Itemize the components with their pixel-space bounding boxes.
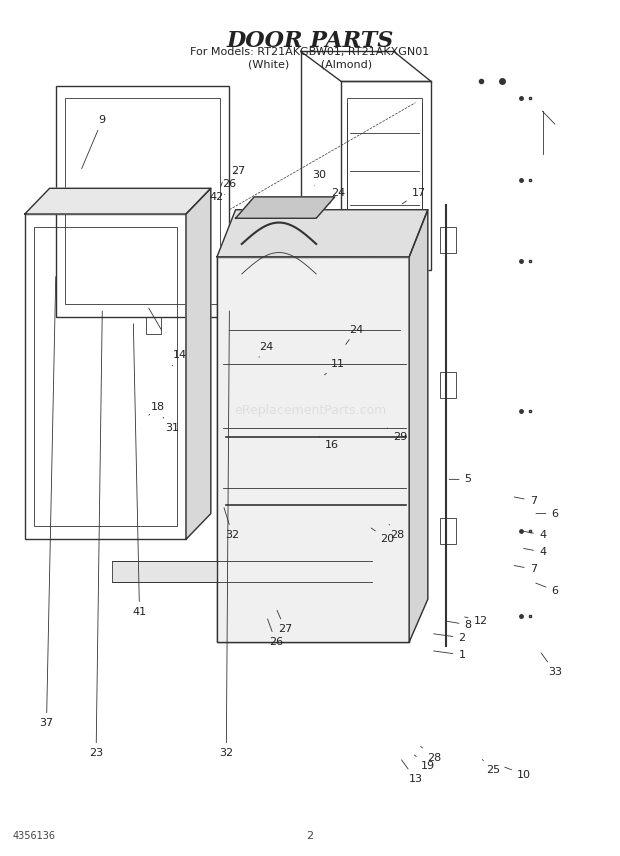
Text: 16: 16 [319,437,339,450]
Text: 28: 28 [389,525,404,540]
Text: 1: 1 [433,650,466,660]
Polygon shape [217,210,428,257]
Bar [226,505,406,526]
Bar [217,257,409,642]
Text: 10: 10 [505,767,531,780]
Polygon shape [236,197,335,218]
Bar [34,227,177,526]
Bar [341,81,431,270]
Text: 26: 26 [223,179,236,194]
Text: 27: 27 [232,166,246,176]
Text: 20: 20 [371,528,394,544]
Text: eReplacementParts.com: eReplacementParts.com [234,404,386,418]
Text: 9: 9 [82,115,106,169]
Text: 6: 6 [536,508,559,519]
Text: 7: 7 [514,496,537,506]
Text: 24: 24 [259,342,273,357]
Bar [112,561,372,582]
Text: 42: 42 [210,182,224,202]
Polygon shape [186,188,211,539]
Text: 4356136: 4356136 [12,830,55,841]
Text: 18: 18 [149,401,165,415]
Text: 14: 14 [172,350,187,366]
Text: 12: 12 [464,615,487,626]
Text: 27: 27 [277,610,292,634]
Text: 29: 29 [388,428,407,442]
Text: 28: 28 [420,746,441,763]
Bar [25,214,186,539]
Bar [217,257,409,642]
Text: 11: 11 [324,359,345,375]
Bar [440,518,456,544]
Text: 31: 31 [163,417,179,433]
Text: 17: 17 [402,187,425,204]
Text: 5: 5 [449,474,472,484]
Text: 24: 24 [346,324,363,344]
Text: 7: 7 [514,564,537,574]
Polygon shape [409,210,428,642]
Bar [347,98,422,261]
Bar [440,227,456,253]
Text: 25: 25 [482,759,500,776]
Text: 23: 23 [89,311,103,758]
Text: 37: 37 [40,276,56,728]
Text: 30: 30 [312,170,326,186]
Text: 19: 19 [414,755,435,771]
Text: 41: 41 [133,324,146,617]
Bar [56,86,229,317]
Text: For Models: RT21AKGBW01, RT21AKXGN01: For Models: RT21AKGBW01, RT21AKXGN01 [190,47,430,57]
Text: 33: 33 [541,653,562,677]
Bar [229,278,400,342]
Bar [440,372,456,398]
Bar [226,437,406,458]
Text: 6: 6 [536,583,559,596]
Polygon shape [25,188,211,214]
Bar [65,98,220,304]
Bar [146,317,161,334]
Text: 4: 4 [523,530,546,540]
Text: 2: 2 [433,633,466,643]
Text: DOOR PARTS: DOOR PARTS [226,30,394,52]
Text: 32: 32 [224,508,239,540]
Bar [220,261,406,638]
Text: 4: 4 [523,547,546,557]
Text: 8: 8 [446,620,472,630]
Text: 2: 2 [306,830,314,841]
Text: 24: 24 [330,187,345,203]
Text: (White)         (Almond): (White) (Almond) [248,60,372,70]
Text: 32: 32 [219,311,233,758]
Text: 26: 26 [268,619,283,647]
Text: 13: 13 [402,760,422,784]
